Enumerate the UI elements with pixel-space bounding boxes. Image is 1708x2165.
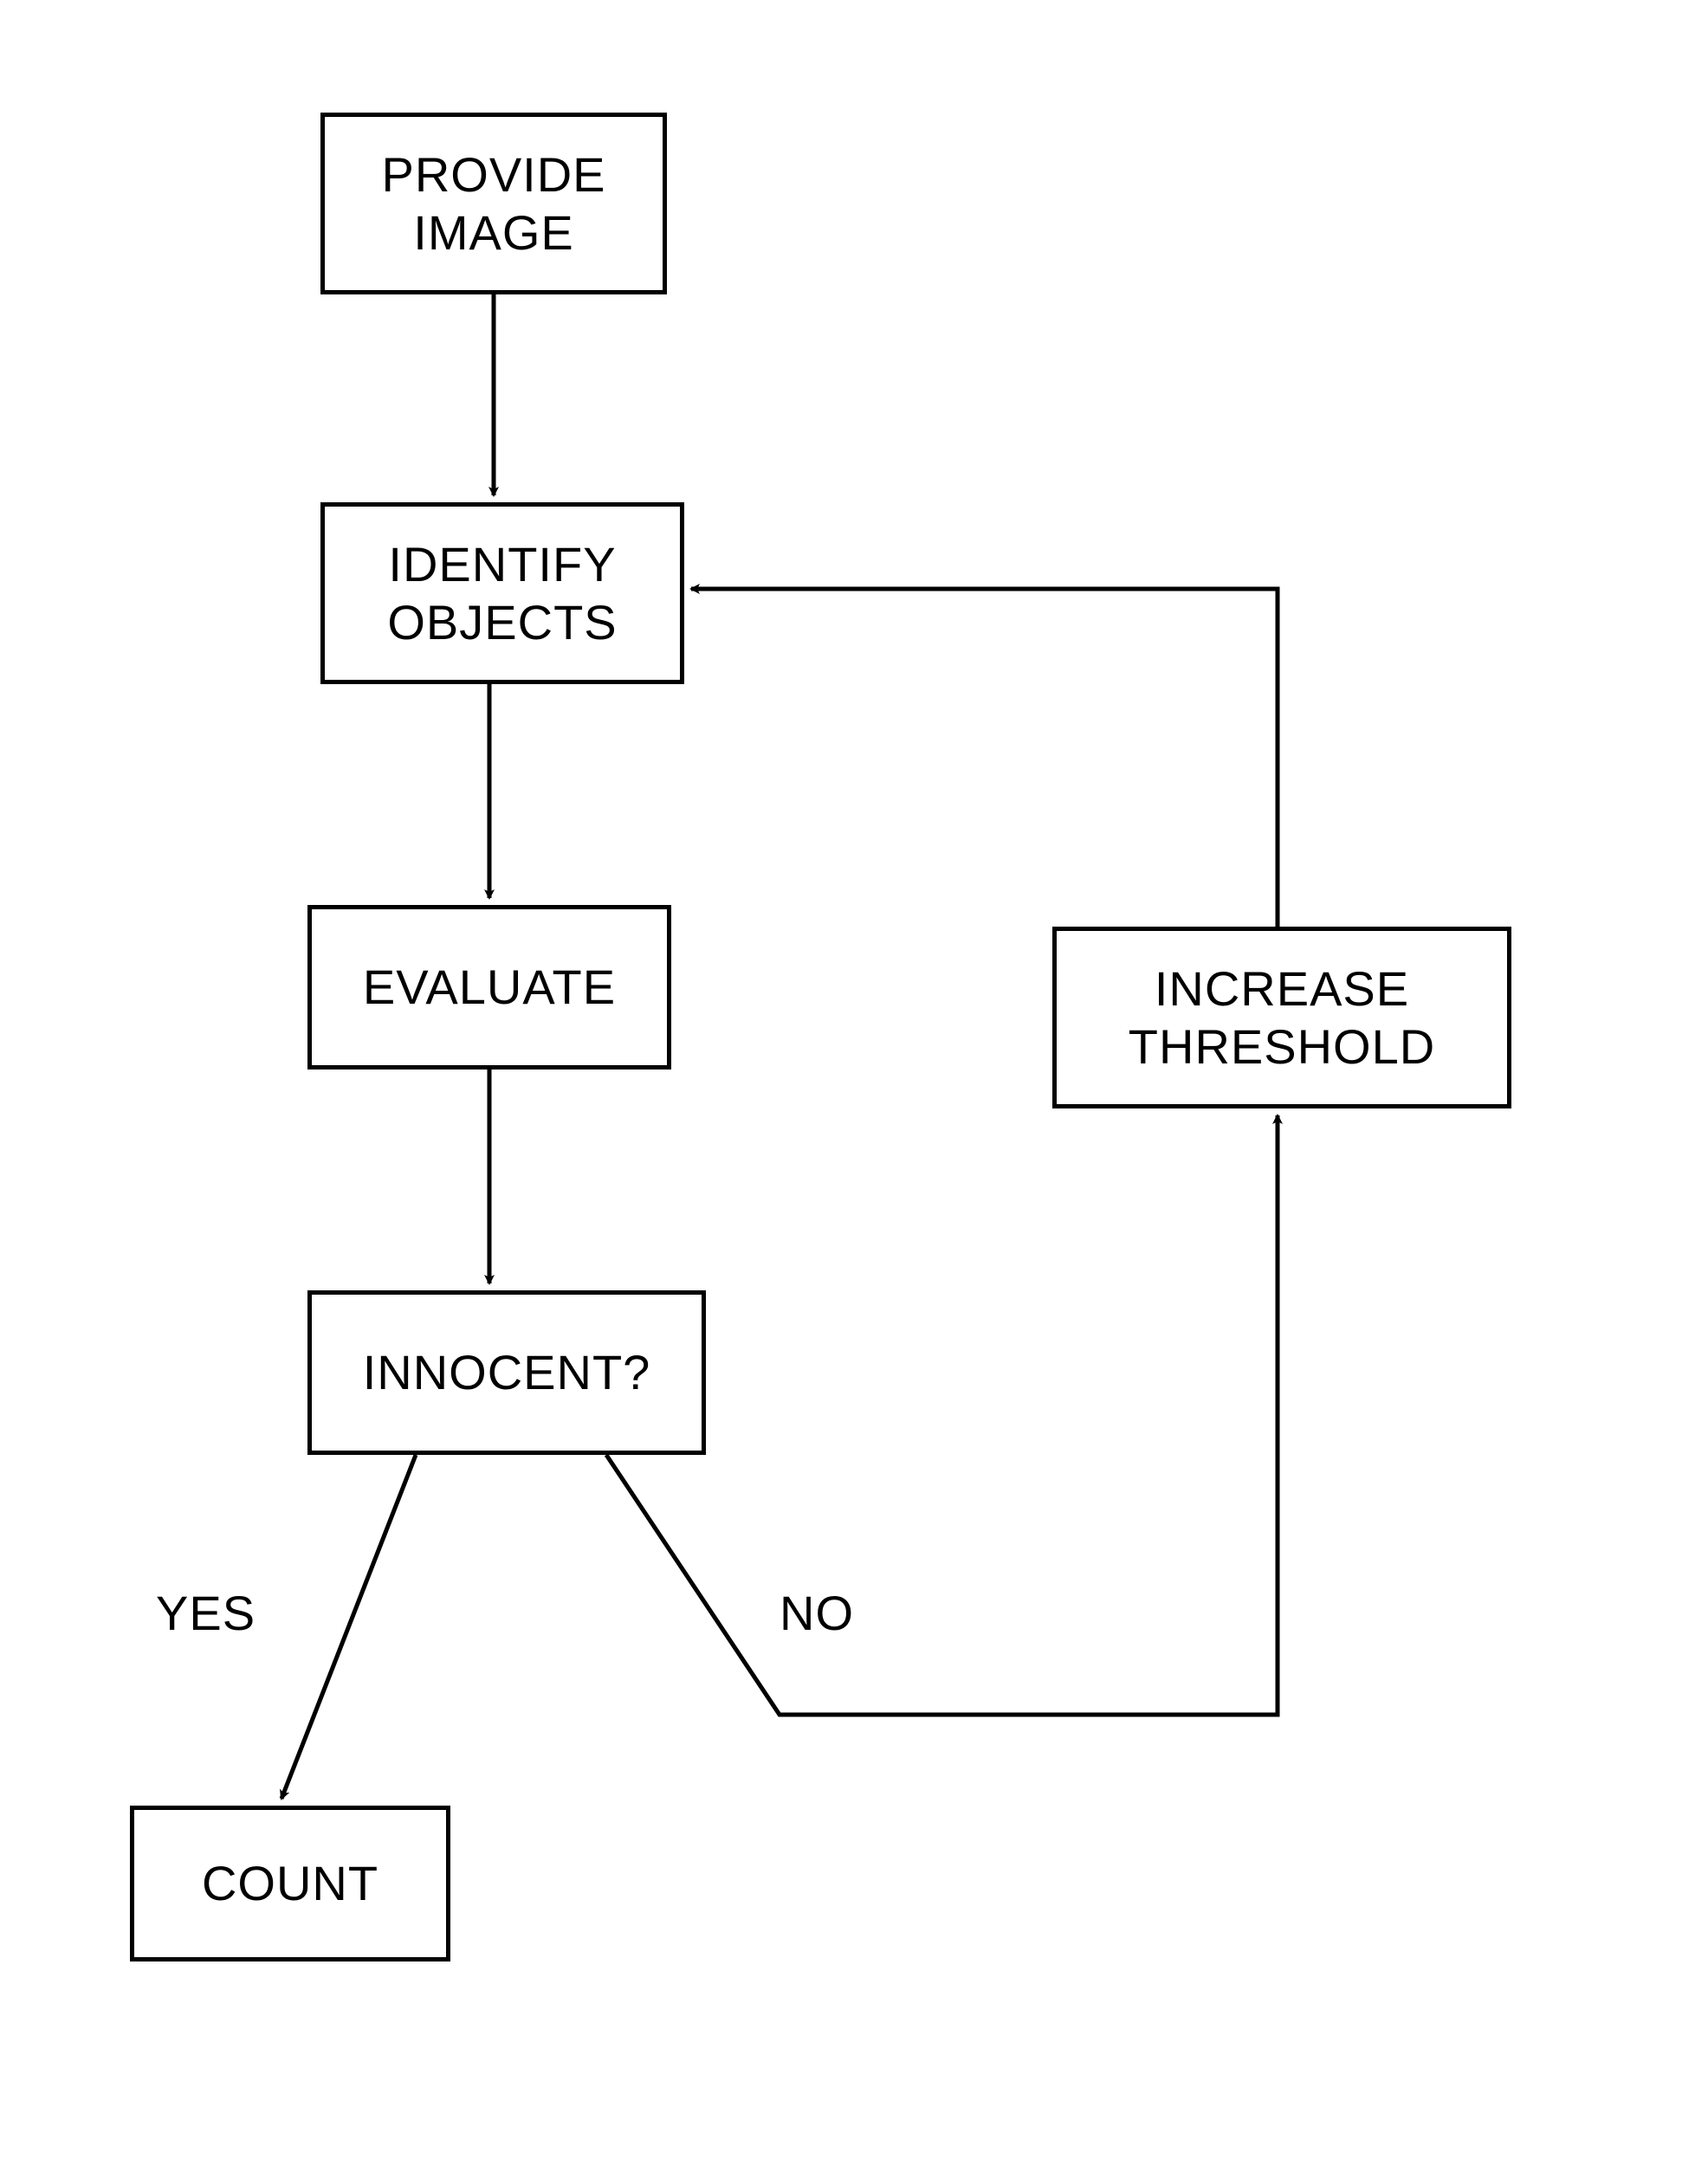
edge-innocent-count (281, 1455, 416, 1799)
node-count: COUNT (130, 1806, 450, 1961)
node-innocent: INNOCENT? (307, 1290, 706, 1455)
node-label: PROVIDEIMAGE (381, 145, 605, 262)
node-identify-objects: IDENTIFYOBJECTS (320, 502, 684, 684)
edge-label-no: NO (780, 1585, 854, 1641)
edge-increase-identify (691, 589, 1278, 927)
node-provide-image: PROVIDEIMAGE (320, 113, 667, 294)
node-label: EVALUATE (363, 958, 616, 1016)
edge-innocent-increase (606, 1115, 1278, 1715)
node-label: COUNT (202, 1854, 378, 1912)
node-increase-threshold: INCREASETHRESHOLD (1052, 927, 1511, 1108)
edge-label-yes: YES (156, 1585, 256, 1641)
node-evaluate: EVALUATE (307, 905, 671, 1070)
node-label: INNOCENT? (363, 1343, 651, 1401)
node-label: INCREASETHRESHOLD (1129, 960, 1435, 1076)
node-label: IDENTIFYOBJECTS (387, 535, 617, 651)
